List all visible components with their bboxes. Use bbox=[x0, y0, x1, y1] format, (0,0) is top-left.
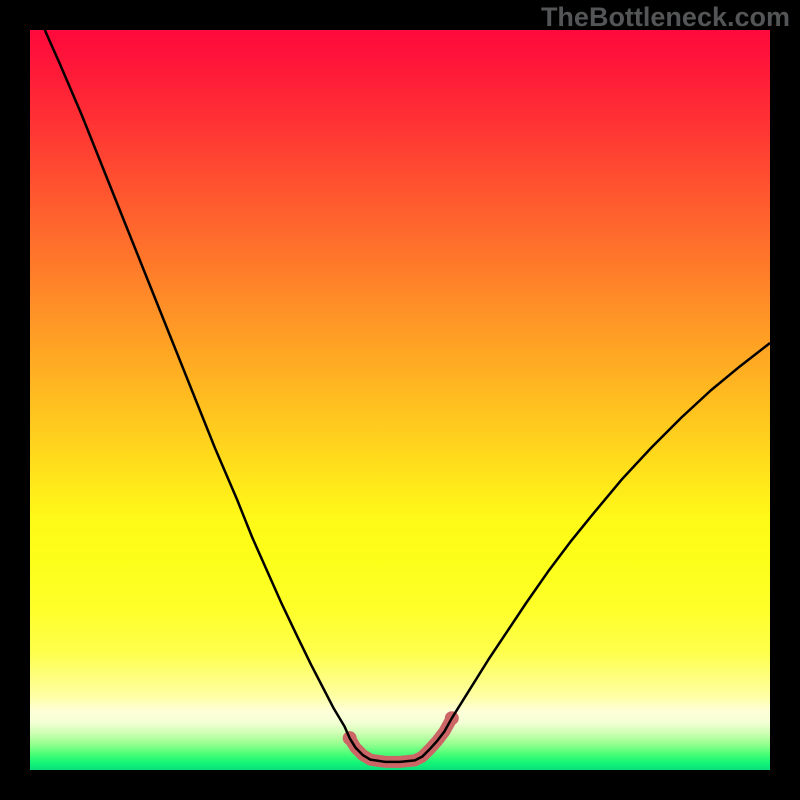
bottleneck-chart bbox=[30, 30, 770, 770]
watermark-text: TheBottleneck.com bbox=[541, 2, 790, 33]
gradient-background bbox=[30, 30, 770, 770]
